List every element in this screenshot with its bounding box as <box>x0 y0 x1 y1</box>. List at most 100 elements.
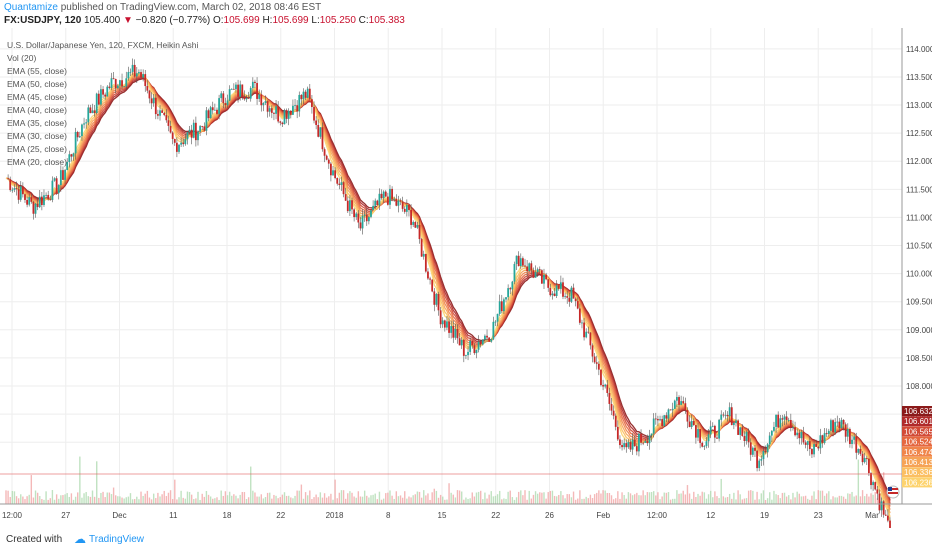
candle-body <box>334 170 337 179</box>
volume-bar <box>640 495 642 504</box>
volume-bar <box>809 499 811 504</box>
volume-bar <box>718 498 720 504</box>
volume-bar <box>520 490 522 504</box>
candle-body <box>372 205 375 211</box>
volume-bar <box>458 490 461 504</box>
candle-body <box>127 72 130 79</box>
legend-item-vol[interactable]: Vol (20) <box>7 53 36 63</box>
symbol-label[interactable]: FX:USDJPY, 120 <box>4 15 82 26</box>
volume-bar <box>319 492 322 504</box>
flag-icon[interactable] <box>886 485 900 499</box>
volume-bar <box>380 499 383 504</box>
candle-body <box>327 159 330 164</box>
volume-bar <box>498 490 501 504</box>
x-axis[interactable]: 12:00 27 Dec 11 18 22 2018 8 15 22 26 Feb 12:00 12 19 2… <box>2 511 879 520</box>
legend-item-ema-25[interactable]: EMA (25, close) <box>7 144 67 154</box>
legend-item-ema-30[interactable]: EMA (30, close) <box>7 131 67 141</box>
volume-bar <box>418 491 421 504</box>
volume-bar <box>463 499 465 504</box>
volume-bar <box>195 498 197 504</box>
volume-bar <box>374 493 376 504</box>
volume-bar <box>51 490 54 504</box>
candle-body <box>365 214 368 222</box>
legend-item-ema-20[interactable]: EMA (20, close) <box>7 157 67 167</box>
legend-item-ema-50[interactable]: EMA (50, close) <box>7 79 67 89</box>
candle-body <box>559 282 562 289</box>
candle-body <box>213 109 216 111</box>
candle-body <box>199 126 202 132</box>
candle-body <box>258 94 261 99</box>
legend-item-ema-40[interactable]: EMA (40, close) <box>7 105 67 115</box>
candle-body <box>30 197 33 202</box>
price-badge <box>902 446 932 457</box>
candle-body <box>608 392 611 404</box>
candle-body <box>332 170 334 176</box>
volume-bar <box>560 491 562 504</box>
candle-body <box>614 415 617 427</box>
candle-body <box>251 81 254 89</box>
volume-bar <box>676 490 678 504</box>
candle-body <box>823 433 826 443</box>
candle-body <box>384 191 387 197</box>
legend-item-ema-45[interactable]: EMA (45, close) <box>7 92 67 102</box>
candle-body <box>697 429 699 438</box>
volume-bar <box>482 499 484 504</box>
candle-body <box>479 341 482 345</box>
candle-body <box>644 441 647 443</box>
volume-bar <box>589 494 592 504</box>
candle-body <box>205 110 208 131</box>
volume-bar <box>735 499 737 504</box>
price-badge-label: 106.601 <box>904 417 932 426</box>
volume-bar <box>596 492 598 504</box>
volume-bar <box>121 497 123 504</box>
author-link[interactable]: Quantamize <box>4 2 58 13</box>
price-chart[interactable]: 114.000 113.500 113.000 112.500 112.000 111.5… <box>0 28 932 528</box>
candle-body <box>418 224 421 240</box>
candle-body <box>722 414 725 416</box>
volume-bar <box>96 461 98 504</box>
candle-body <box>367 216 370 222</box>
chart-title: U.S. Dollar/Japanese Yen, 120, FXCM, Hei… <box>7 40 198 50</box>
candle-body <box>100 89 102 105</box>
candle-body <box>789 419 792 428</box>
candle-body <box>237 84 239 97</box>
candle-body <box>534 272 537 278</box>
candle-body <box>245 97 248 100</box>
volume-bar <box>680 493 682 504</box>
candle-body <box>844 424 847 437</box>
volume-bar <box>566 494 568 504</box>
candle-body <box>716 437 718 439</box>
volume-bar <box>866 493 868 504</box>
volume-bar <box>804 495 807 504</box>
candlesticks <box>7 58 891 528</box>
volume-bar <box>290 497 292 504</box>
volume-bar <box>30 475 33 504</box>
y-axis[interactable]: 114.000 113.500 113.000 112.500 112.000 111.5… <box>906 45 932 447</box>
candle-body <box>427 271 429 279</box>
low-label: L: <box>311 15 320 26</box>
candle-body <box>226 100 229 106</box>
y-tick-label: 113.500 <box>906 73 932 82</box>
volume-bar <box>760 493 763 504</box>
candle-body <box>604 384 607 387</box>
candle-body <box>279 121 282 123</box>
candle-body <box>391 188 393 199</box>
candle-body <box>114 78 117 89</box>
volume-bar <box>72 499 75 504</box>
volume-bar <box>292 498 294 504</box>
volume-bar <box>471 492 473 504</box>
candle-body <box>808 441 811 450</box>
volume-bar <box>423 490 425 504</box>
volume-bar <box>214 498 216 504</box>
candle-body <box>524 265 526 267</box>
volume-bar <box>634 494 636 504</box>
legend-item-ema-35[interactable]: EMA (35, close) <box>7 118 67 128</box>
volume-bar <box>98 497 100 504</box>
volume-bar <box>106 492 108 504</box>
candle-body <box>285 110 288 119</box>
legend-item-ema-55[interactable]: EMA (55, close) <box>7 66 67 76</box>
volume-bar <box>606 492 608 504</box>
volume-bar <box>347 493 349 504</box>
tradingview-link[interactable]: TradingView <box>89 534 145 545</box>
candle-body <box>553 293 556 296</box>
